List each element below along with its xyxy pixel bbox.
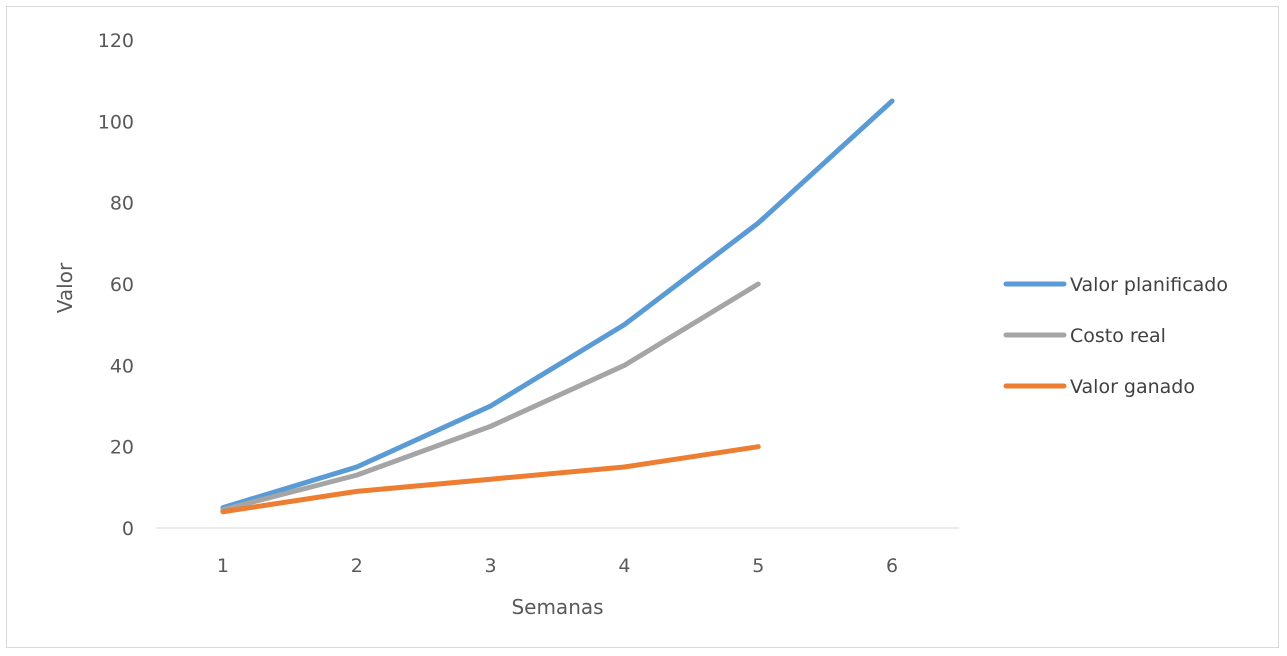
x-tick-label: 1 [217, 555, 229, 577]
chart-frame [6, 6, 1279, 648]
series-line-1 [220, 98, 895, 511]
x-tick-label: 6 [886, 555, 898, 577]
legend-label-1: Valor planificado [1070, 274, 1228, 296]
y-tick-label: 80 [110, 193, 134, 215]
y-tick-label: 100 [98, 111, 134, 133]
y-tick-label: 0 [122, 518, 134, 540]
x-tick-label: 5 [752, 555, 764, 577]
series-lines [220, 98, 895, 515]
y-tick-label: 120 [98, 30, 134, 52]
legend-label-2: Costo real [1070, 325, 1166, 347]
y-tick-label: 60 [110, 274, 134, 296]
y-tick-label: 40 [110, 355, 134, 377]
y-axis-ticks: 0 20 40 60 80 100 120 [98, 30, 134, 540]
legend-label-3: Valor ganado [1070, 376, 1195, 398]
x-tick-label: 3 [485, 555, 497, 577]
legend: Valor planificado Costo real Valor ganado [1003, 274, 1228, 398]
x-tick-label: 2 [351, 555, 363, 577]
x-tick-label: 4 [618, 555, 630, 577]
x-axis-title: Semanas [511, 595, 603, 619]
series-line-2 [220, 281, 761, 513]
x-axis-ticks: 1 2 3 4 5 6 [217, 555, 898, 577]
y-tick-label: 20 [110, 437, 134, 459]
series-line-3 [220, 444, 761, 515]
y-axis-title: Valor [53, 262, 77, 313]
